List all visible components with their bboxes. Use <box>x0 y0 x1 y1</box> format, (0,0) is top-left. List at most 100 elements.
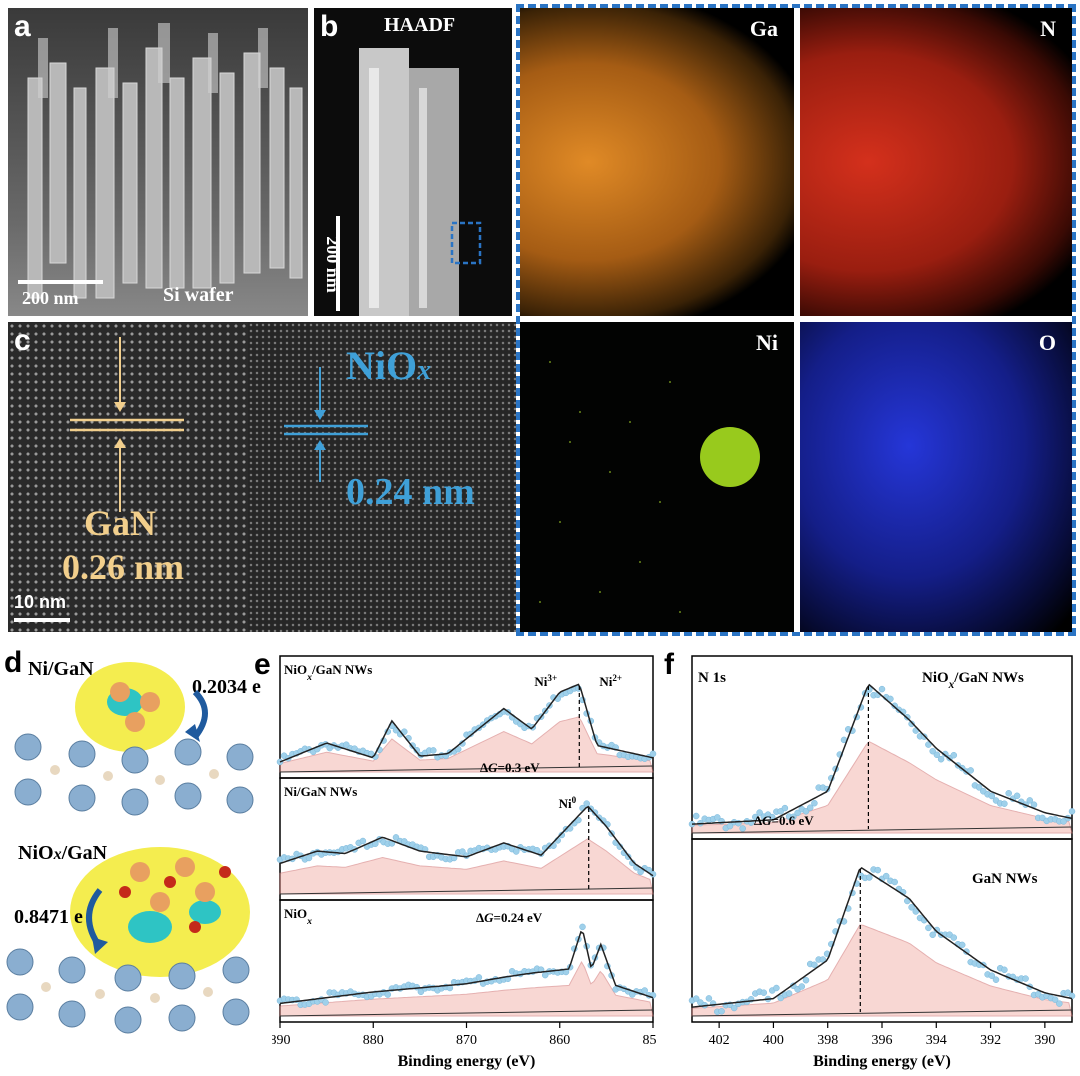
data-point <box>1001 800 1008 807</box>
fitted-component-area <box>691 924 1073 1017</box>
data-point <box>692 995 700 1002</box>
scale-bar <box>18 280 103 284</box>
data-point <box>887 695 894 703</box>
gan-spacing-label: 0.26 nm <box>62 547 185 587</box>
data-point <box>649 750 657 758</box>
panel-letter-b: b <box>320 10 339 43</box>
scale-bar <box>336 216 340 311</box>
x-tick-label: 860 <box>549 1033 570 1048</box>
x-tick-label: 396 <box>872 1033 893 1048</box>
structure-label-ni-gan: Ni/GaN <box>28 658 94 680</box>
data-point <box>781 804 789 812</box>
data-point <box>785 990 793 997</box>
data-point <box>937 755 945 763</box>
lattice-annotations <box>14 337 368 622</box>
fitted-component-area <box>279 838 654 895</box>
data-point <box>591 809 599 816</box>
data-point <box>1013 792 1021 800</box>
data-point <box>512 848 520 855</box>
atomic-structure-illustration <box>6 662 254 1034</box>
data-point <box>714 814 721 821</box>
panel-letter-f: f <box>664 648 674 681</box>
data-point <box>1001 966 1008 974</box>
scale-label: 10 nm <box>14 592 67 612</box>
data-point <box>958 941 966 949</box>
data-point <box>730 1004 738 1012</box>
data-point <box>276 758 284 766</box>
x-tick-label: 390 <box>1034 1033 1055 1048</box>
charge-transfer-nio-gan: 0.8471 e <box>14 906 83 928</box>
data-point <box>811 799 818 807</box>
x-tick-label: 870 <box>456 1033 477 1048</box>
background-line <box>279 1009 654 1017</box>
x-axis-label: Binding energy (eV) <box>813 1053 951 1070</box>
nio-label: NiOx <box>346 343 432 388</box>
series-label: NiOx/GaN NWs <box>284 662 372 683</box>
data-point <box>874 866 882 874</box>
data-point <box>1051 996 1059 1003</box>
data-point <box>475 974 483 981</box>
x-tick-label: 400 <box>763 1033 784 1048</box>
data-point <box>925 924 932 932</box>
ni-gan-structure <box>14 662 254 816</box>
gan-label: GaN <box>84 503 156 543</box>
fit-envelope-line <box>279 805 654 877</box>
scale-label: 200 nm <box>22 288 79 308</box>
data-point <box>1022 975 1029 982</box>
charge-transfer-ni-gan: 0.2034 e <box>192 676 261 698</box>
data-point <box>988 792 996 800</box>
data-point <box>760 989 768 996</box>
structure-label-nio-gan: NiOx/GaN <box>18 842 108 864</box>
eds-map-n: N <box>800 8 1072 316</box>
eds-map-ga: Ga <box>520 8 794 316</box>
data-point <box>692 812 700 820</box>
series-label: Ni/GaN NWs <box>284 784 357 799</box>
data-point <box>718 1008 725 1015</box>
peak-shift-guide <box>859 686 869 1012</box>
background-line <box>279 765 654 773</box>
data-point <box>1068 992 1076 1000</box>
eds-map-o: O <box>800 322 1072 632</box>
data-point <box>558 831 566 839</box>
data-point <box>806 804 814 811</box>
selected-region-box <box>450 221 482 265</box>
data-point <box>459 848 466 855</box>
background-line <box>691 826 1073 834</box>
data-point <box>908 720 915 728</box>
sem-image-panel-a: a 200 nm Si wafer <box>8 8 308 316</box>
data-point <box>866 874 873 881</box>
fitted-component-area <box>279 960 654 1017</box>
data-point <box>739 825 746 832</box>
panel-letter-a: a <box>14 10 31 43</box>
data-point <box>925 741 932 748</box>
eds-map-ni: Ni <box>520 322 794 632</box>
data-point <box>343 741 350 748</box>
ni-signal-illustration <box>539 361 760 613</box>
peak-label: Ni0 <box>559 795 577 811</box>
data-point <box>752 813 759 821</box>
data-point <box>967 767 974 774</box>
core-level-label: N 1s <box>698 670 726 686</box>
data-point <box>726 822 734 830</box>
data-point <box>579 923 586 931</box>
nio-spacing-label: 0.24 nm <box>346 471 475 513</box>
hrtem-image-panel-c: c NiOx 0.24 nm GaN 0.26 nm 10 nm <box>8 322 516 632</box>
data-point <box>790 813 797 821</box>
fit-envelope-line <box>279 683 654 763</box>
data-point <box>929 931 936 939</box>
data-point <box>1056 1000 1063 1007</box>
element-label-n: N <box>1040 16 1056 41</box>
element-label-ga: Ga <box>749 16 778 41</box>
data-point <box>384 991 392 998</box>
x-tick-label: 402 <box>709 1033 730 1048</box>
data-point <box>988 972 996 979</box>
series-label: NiOx/GaN NWs <box>922 670 1024 691</box>
data-point <box>811 961 818 969</box>
data-point <box>802 808 810 815</box>
data-point <box>641 987 648 994</box>
data-point <box>798 983 806 990</box>
shift-label: ΔG=0.6 eV <box>754 813 814 828</box>
data-point <box>1068 808 1076 815</box>
data-point <box>950 934 958 941</box>
scale-label: 200 nm <box>322 236 343 293</box>
